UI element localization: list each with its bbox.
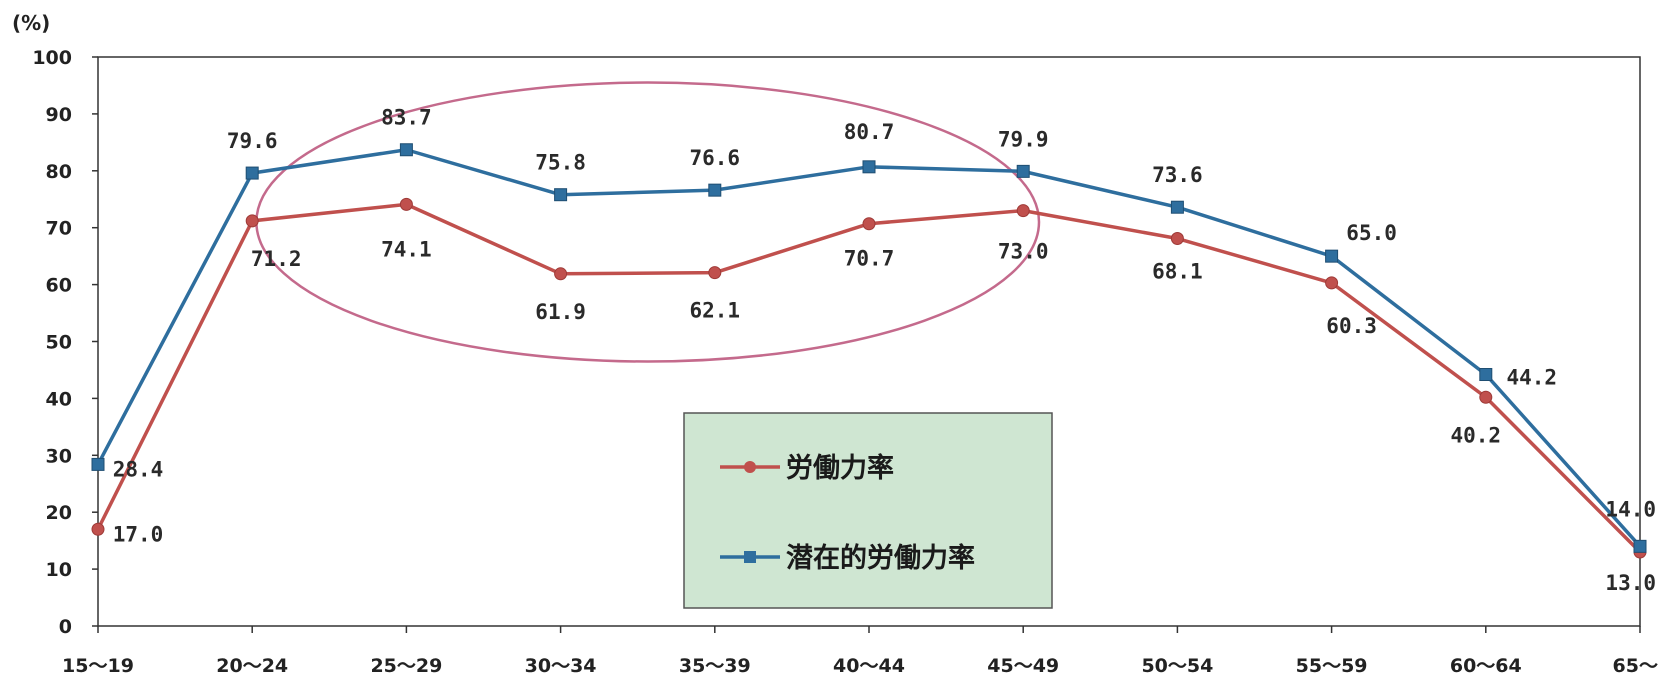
legend-label: 労働力率 [786,452,894,484]
x-tick-label: 65～ [1613,655,1658,677]
series-point [91,457,105,471]
y-tick-label: 100 [32,47,72,69]
data-label: 61.9 [535,300,586,324]
x-tick-label: 20～24 [216,655,288,677]
x-tick-label: 25～29 [370,655,442,677]
series-group [91,143,1647,559]
legend-swatch-marker [744,551,756,563]
data-label: 70.7 [844,247,895,271]
series-point [1325,249,1339,263]
series-point [1170,200,1184,214]
series-point [1016,204,1030,218]
x-tick-label: 55～59 [1296,655,1368,677]
x-tick-label: 15～19 [62,655,134,677]
legend-swatch-marker [744,461,756,473]
axes [92,56,1641,633]
series-point [245,214,259,228]
series-point [862,217,876,231]
data-label: 14.0 [1605,497,1656,521]
y-tick-label: 50 [46,332,72,354]
data-label: 65.0 [1346,221,1397,245]
y-tick-label: 80 [46,161,72,183]
data-label: 73.6 [1152,163,1203,187]
series-point [708,266,722,280]
y-tick-label: 0 [59,616,72,638]
y-tick-label: 90 [46,104,72,126]
x-tick-label: 30～34 [525,655,597,677]
series-point [708,183,722,197]
data-label: 79.9 [998,127,1049,151]
data-label: 75.8 [535,151,586,175]
data-labels: 17.0 71.2 74.1 61.9 62.1 70.7 73.0 68.1 60.3 40.2… [113,106,1656,595]
tick-labels: (%) 0 10 20 30 40 50 60 70 80 90 100 15～19 20～24 25～29… [12,11,1658,677]
data-label: 17.0 [113,522,164,546]
x-tick-label: 35～39 [679,655,751,677]
series-point [554,188,568,202]
series-point [554,267,568,281]
x-tick-label: 45～49 [987,655,1059,677]
series-point [91,522,105,536]
data-label: 80.7 [844,120,895,144]
data-label: 71.2 [251,247,302,271]
series-point [1479,368,1493,382]
data-label: 28.4 [113,457,164,481]
data-label: 83.7 [381,106,432,130]
series-point [1479,390,1493,404]
x-tick-label: 60～64 [1450,655,1522,677]
data-label: 40.2 [1451,423,1502,447]
series-point [862,160,876,174]
highlight-ellipse [255,81,1041,363]
data-label: 76.6 [690,146,741,170]
data-label: 62.1 [690,299,741,323]
data-label: 79.6 [227,129,278,153]
legend-box [683,412,1053,609]
legend-label: 潜在的労働力率 [786,542,975,574]
data-label: 60.3 [1326,314,1377,338]
data-label: 68.1 [1152,260,1203,284]
data-label: 44.2 [1507,366,1558,390]
highlight-annotation [255,81,1041,363]
x-tick-label: 50～54 [1141,655,1213,677]
data-label: 73.0 [998,240,1049,264]
y-tick-label: 20 [46,502,72,524]
series-point [1016,164,1030,178]
data-label: 13.0 [1605,571,1656,595]
x-tick-label: 40～44 [833,655,905,677]
series-point [399,197,413,211]
y-tick-label: 40 [46,388,72,410]
series-point [399,143,413,157]
y-tick-label: 10 [46,559,72,581]
series-point [1633,539,1647,553]
y-unit-label: (%) [12,11,50,35]
series-point [1325,276,1339,290]
series-point [1170,232,1184,246]
y-tick-label: 60 [46,275,72,297]
y-tick-label: 70 [46,218,72,240]
y-tick-label: 30 [46,445,72,467]
series-point [245,166,259,180]
data-label: 74.1 [381,237,432,261]
